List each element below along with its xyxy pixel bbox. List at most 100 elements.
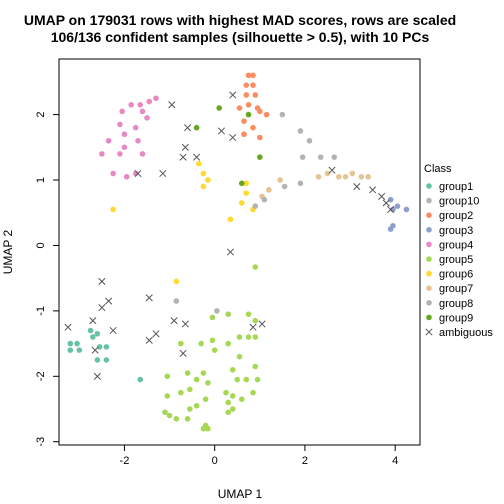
point-group5 <box>223 389 229 396</box>
point-group5 <box>252 363 259 370</box>
point-group8 <box>331 154 338 160</box>
point-group7 <box>335 173 342 180</box>
point-group5 <box>184 370 191 376</box>
point-group2 <box>243 92 250 98</box>
y-axis: -3 -2 -1 0 1 2 <box>35 112 60 447</box>
point-group6 <box>243 180 250 187</box>
point-group2 <box>257 134 263 141</box>
point-group6 <box>173 278 180 285</box>
x-axis-label: UMAP 1 <box>218 487 263 501</box>
point-ambiguous <box>229 133 237 142</box>
point-group4 <box>144 115 150 121</box>
point-group5 <box>225 311 232 317</box>
point-group5 <box>211 347 218 353</box>
point-ambiguous <box>93 372 101 380</box>
y-tick-label: 0 <box>35 242 47 248</box>
point-group1 <box>103 344 110 350</box>
point-group1 <box>87 327 94 334</box>
point-group4 <box>139 108 146 115</box>
legend-marker-group2 <box>426 212 432 218</box>
point-ambiguous <box>179 153 187 161</box>
point-ambiguous <box>181 143 189 151</box>
point-group5 <box>225 399 232 406</box>
point-group2 <box>263 111 270 118</box>
legend-label-group2: group2 <box>439 210 473 222</box>
point-group5 <box>245 334 252 340</box>
point-ambiguous <box>249 323 257 331</box>
point-group5 <box>200 370 207 376</box>
point-group4 <box>123 173 130 180</box>
point-group5 <box>243 376 250 383</box>
point-group2 <box>252 92 259 98</box>
point-group5 <box>229 406 236 412</box>
series-group1 <box>67 327 144 383</box>
point-group5 <box>193 376 200 383</box>
point-ambiguous <box>64 323 72 331</box>
chart-subtitle: 106/136 confident samples (silhouette > … <box>51 29 430 45</box>
point-group3 <box>387 226 394 232</box>
legend-marker-group7 <box>426 285 432 292</box>
y-tick-label: 1 <box>35 177 47 183</box>
point-group4 <box>121 131 128 138</box>
point-group6 <box>200 183 207 190</box>
point-group8 <box>317 154 324 160</box>
point-group2 <box>250 124 256 131</box>
point-ambiguous <box>145 294 153 302</box>
point-group7 <box>315 173 322 180</box>
point-ambiguous <box>226 248 235 256</box>
series-ambiguous <box>64 91 395 380</box>
y-axis-label: UMAP 2 <box>1 229 15 274</box>
legend-label-group3: group3 <box>439 225 473 237</box>
point-ambiguous <box>105 297 113 305</box>
legend-marker-group5 <box>426 256 432 262</box>
series-group5 <box>162 264 261 432</box>
series-group9 <box>193 105 263 187</box>
point-group5 <box>164 393 171 399</box>
point-group3 <box>394 203 401 210</box>
point-group5 <box>205 425 211 432</box>
point-group9 <box>216 105 222 111</box>
series-group2 <box>236 72 270 141</box>
legend-marker-group10 <box>426 197 432 204</box>
point-group5 <box>198 340 204 347</box>
point-group4 <box>105 137 112 144</box>
point-group6 <box>238 200 245 206</box>
point-group5 <box>187 386 193 393</box>
point-group5 <box>200 425 207 432</box>
legend-label-group4: group4 <box>439 239 473 251</box>
point-group8 <box>306 137 313 144</box>
point-ambiguous <box>382 199 390 207</box>
point-group4 <box>119 108 125 115</box>
y-tick-label: -3 <box>35 437 47 447</box>
point-group5 <box>236 353 243 360</box>
point-group5 <box>238 396 245 403</box>
point-ambiguous <box>168 101 176 109</box>
point-group8 <box>299 154 306 160</box>
point-ambiguous <box>217 127 226 135</box>
legend-marker-group4 <box>426 241 432 248</box>
point-group2 <box>236 105 243 111</box>
point-ambiguous <box>229 91 237 99</box>
point-ambiguous <box>378 192 386 200</box>
point-group2 <box>245 72 252 79</box>
legend-label-group5: group5 <box>439 254 473 266</box>
y-tick-label: -2 <box>35 371 47 381</box>
point-group7 <box>324 170 331 177</box>
point-group6 <box>196 160 202 167</box>
x-tick-label: 0 <box>212 455 218 467</box>
series-group7 <box>259 170 371 200</box>
legend-label-group10: group10 <box>439 196 479 208</box>
point-group3 <box>387 196 394 203</box>
x-tick-label: 2 <box>302 455 308 467</box>
point-group4 <box>139 151 146 157</box>
point-group5 <box>236 334 243 340</box>
point-group1 <box>96 344 103 350</box>
x-tick-label: -2 <box>120 455 130 467</box>
point-group8 <box>297 180 304 187</box>
point-group1 <box>90 334 96 340</box>
point-group9 <box>193 124 200 131</box>
point-group5 <box>234 376 241 383</box>
data-points <box>64 72 410 432</box>
point-group5 <box>173 416 180 422</box>
point-group1 <box>74 340 80 347</box>
